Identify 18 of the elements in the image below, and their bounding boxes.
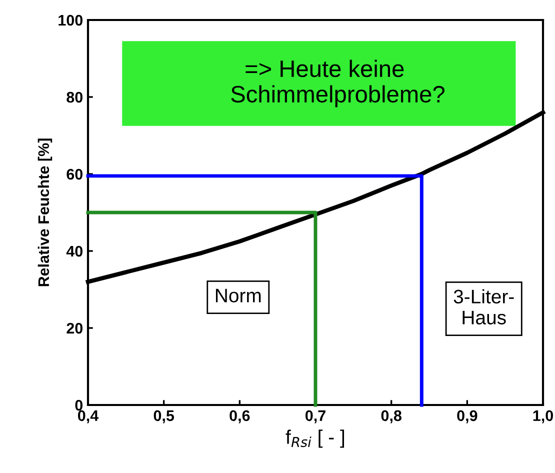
y-tick-label: 100: [58, 14, 83, 26]
y-tick-label: 40: [66, 246, 83, 257]
y-tick-label: 0: [75, 400, 83, 411]
x-tick-label: 0,4: [78, 410, 99, 424]
x-tick-label: 0,5: [154, 410, 174, 424]
y-axis-title: Relative Feuchte [%]: [38, 138, 52, 286]
x-axis-title: f$_{Rsi}$ [ - ]: [286, 430, 344, 448]
annotation: Norm: [216, 288, 261, 302]
x-tick-label: 0,8: [381, 410, 402, 424]
x-tick-label: 1,0: [533, 410, 553, 424]
y-tick-label: 20: [66, 322, 83, 334]
x-tick-label: 0,9: [457, 410, 478, 424]
y-tick-label: 80: [66, 92, 83, 103]
x-tick-label: 0,6: [230, 410, 250, 424]
annotation: 3-Liter- Haus: [454, 289, 514, 324]
x-tick-label: 0,7: [305, 410, 326, 424]
annotation: => Heute keine Schimmelprobleme?: [231, 60, 444, 108]
y-tick-label: 60: [66, 168, 83, 180]
